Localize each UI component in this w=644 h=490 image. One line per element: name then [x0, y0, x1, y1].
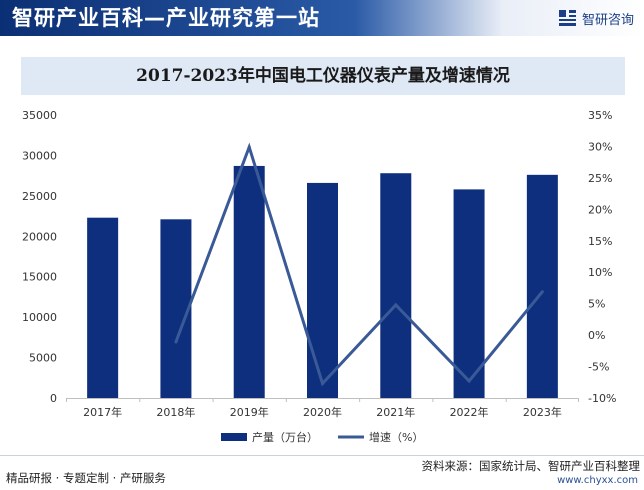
bar — [307, 182, 338, 398]
header-banner: 智研产业百科—产业研究第一站 智研咨询 — [0, 0, 644, 36]
y-left-tick-label: 35000 — [22, 109, 57, 122]
y-left-tick-label: 20000 — [22, 230, 57, 243]
y-right-tick-label: -5% — [588, 361, 609, 374]
legend-label-output: 产量（万台） — [252, 430, 318, 444]
chart-title-band: 2017-2023年中国电工仪器仪表产量及增速情况 — [21, 57, 625, 95]
y-left-tick-label: 0 — [50, 392, 57, 405]
y-right-tick-label: 30% — [588, 140, 612, 153]
y-right-tick-label: 5% — [588, 298, 605, 311]
footer-url: www.chyxx.com — [557, 475, 638, 486]
brand: 智研咨询 — [558, 8, 634, 28]
y-right-tick-label: 35% — [588, 109, 612, 122]
y-left-tick-label: 10000 — [22, 311, 57, 324]
site-slogan: 智研产业百科—产业研究第一站 — [12, 6, 320, 30]
legend-label-growth: 增速（%） — [369, 430, 423, 444]
chart-title: 2017-2023年中国电工仪器仪表产量及增速情况 — [136, 66, 510, 86]
bar — [453, 189, 485, 398]
y-right-tick-label: 10% — [588, 266, 612, 279]
y-left-tick-label: 15000 — [22, 271, 57, 284]
footer-services: 精品研报 · 专题定制 · 产研服务 — [6, 471, 166, 485]
growth-point — [394, 303, 398, 307]
growth-point — [467, 379, 471, 383]
x-tick-label: 2020年 — [303, 405, 342, 419]
bar — [380, 173, 412, 398]
x-tick-label: 2022年 — [450, 405, 489, 419]
x-tick-label: 2017年 — [83, 405, 122, 419]
footer: 精品研报 · 专题定制 · 产研服务 资料来源：国家统计局、智研产业百科整理 w… — [0, 455, 644, 490]
y-right-tick-label: 0% — [588, 329, 605, 342]
y-left-tick-label: 30000 — [22, 149, 57, 162]
growth-point — [540, 290, 544, 294]
y-right-tick-label: 15% — [588, 235, 612, 248]
bar — [526, 174, 558, 398]
footer-source: 资料来源：国家统计局、智研产业百科整理 — [421, 459, 641, 473]
y-right-tick-label: 25% — [588, 172, 612, 185]
brand-logo-icon — [558, 10, 576, 26]
x-tick-label: 2023年 — [523, 405, 562, 419]
x-tick-label: 2018年 — [156, 405, 195, 419]
y-left-tick-label: 25000 — [22, 190, 57, 203]
bar — [87, 217, 119, 398]
growth-line — [174, 142, 544, 387]
bar — [233, 165, 265, 398]
legend-swatch-bar — [221, 433, 247, 441]
y-left-tick-label: 5000 — [29, 352, 57, 365]
growth-point — [321, 382, 324, 386]
y-right-tick-label: -10% — [588, 392, 616, 405]
growth-point — [247, 145, 251, 149]
bar — [160, 219, 192, 398]
x-tick-label: 2021年 — [376, 405, 415, 419]
brand-name: 智研咨询 — [581, 12, 634, 28]
y-right-tick-label: 20% — [588, 203, 612, 216]
growth-point — [174, 340, 178, 344]
x-tick-label: 2019年 — [230, 405, 269, 419]
